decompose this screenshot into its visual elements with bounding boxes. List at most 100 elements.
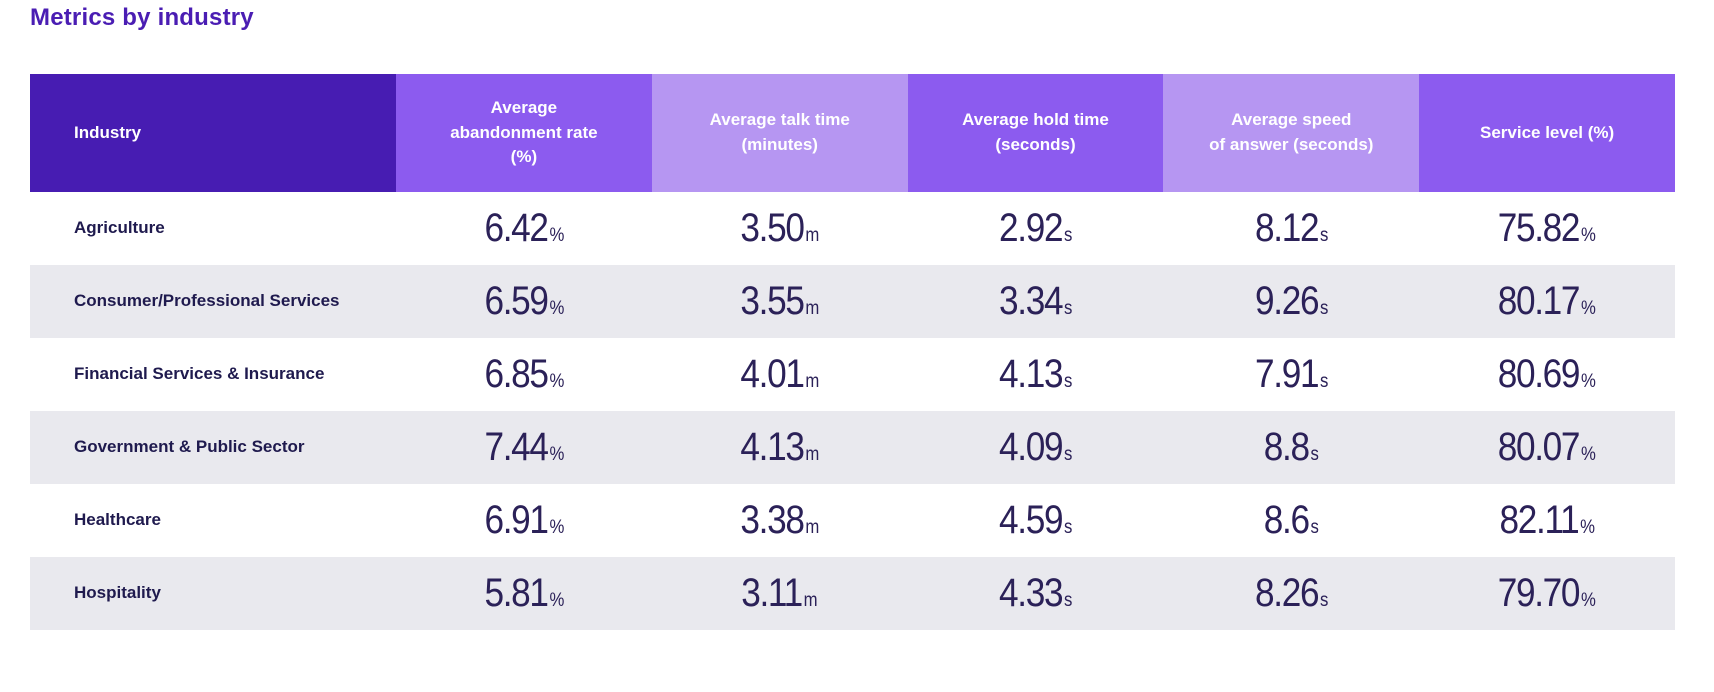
metric-unit: m [805, 371, 820, 392]
column-header-speed-of-answer: Average speed of answer (seconds) [1163, 74, 1420, 192]
column-header-talk-time: Average talk time (minutes) [651, 74, 908, 192]
metric-cell: 4.33s [908, 557, 1164, 630]
column-header-industry: Industry [30, 74, 396, 192]
metric-cell: 2.92s [908, 192, 1164, 265]
metric-value: 3.34 [998, 279, 1064, 323]
metric-unit: % [548, 590, 564, 611]
metric-unit: s [1063, 225, 1073, 246]
metric-unit: s [1063, 517, 1073, 538]
metric-value: 8.26 [1254, 571, 1320, 615]
metric-cell: 80.17% [1419, 265, 1675, 338]
metric-cell: 6.42% [396, 192, 652, 265]
metric-value: 2.92 [998, 206, 1064, 250]
metric-value: 80.69 [1498, 352, 1581, 396]
column-header-hold-time: Average hold time (seconds) [907, 74, 1164, 192]
metric-cell: 4.13m [652, 411, 908, 484]
metric-value: 7.91 [1254, 352, 1320, 396]
metric-cell: 7.44% [396, 411, 652, 484]
metric-unit: % [548, 444, 564, 465]
industry-cell: Consumer/Professional Services [74, 291, 340, 311]
metric-unit: s [1319, 371, 1328, 392]
table-row: Hospitality 5.81% 3.11m 4.33s 8.26s 79.7… [30, 557, 1675, 630]
metric-value: 6.42 [483, 206, 549, 250]
metric-value: 75.82 [1498, 206, 1581, 250]
metric-cell: 3.55m [652, 265, 908, 338]
metric-unit: s [1310, 517, 1319, 538]
metric-unit: m [805, 517, 820, 538]
metric-value: 8.12 [1254, 206, 1320, 250]
metric-cell: 8.6s [1163, 484, 1419, 557]
metric-value: 4.33 [998, 571, 1064, 615]
metric-cell: 6.59% [396, 265, 652, 338]
industry-cell: Financial Services & Insurance [74, 364, 325, 384]
metric-value: 4.01 [740, 352, 805, 396]
metric-unit: % [1581, 371, 1597, 392]
metric-unit: s [1319, 298, 1328, 319]
metric-unit: % [1581, 444, 1597, 465]
metric-cell: 7.91s [1163, 338, 1419, 411]
metric-value: 6.91 [483, 498, 549, 542]
metric-value: 80.17 [1498, 279, 1581, 323]
industry-cell: Government & Public Sector [74, 437, 305, 457]
metric-cell: 9.26s [1163, 265, 1419, 338]
metric-cell: 79.70% [1419, 557, 1675, 630]
metric-value: 3.38 [740, 498, 805, 542]
report-section: Metrics by industry Industry Average aba… [30, 4, 1675, 630]
metric-value: 8.6 [1263, 498, 1310, 542]
metric-unit: % [548, 371, 564, 392]
metric-value: 4.13 [740, 425, 805, 469]
industry-cell: Hospitality [74, 583, 161, 603]
metric-value: 79.70 [1498, 571, 1581, 615]
metric-cell: 8.8s [1163, 411, 1419, 484]
metric-value: 6.59 [483, 279, 549, 323]
table-row: Financial Services & Insurance 6.85% 4.0… [30, 338, 1675, 411]
metric-unit: % [548, 298, 564, 319]
table-row: Agriculture 6.42% 3.50m 2.92s 8.12s 75.8… [30, 192, 1675, 265]
metric-value: 3.55 [740, 279, 805, 323]
metric-value: 4.09 [998, 425, 1064, 469]
metric-cell: 4.13s [908, 338, 1164, 411]
metric-value: 9.26 [1254, 279, 1320, 323]
metric-value: 8.8 [1263, 425, 1310, 469]
metric-cell: 6.85% [396, 338, 652, 411]
metric-unit: % [1581, 590, 1597, 611]
metric-unit: m [805, 444, 820, 465]
metric-unit: s [1310, 444, 1319, 465]
metric-cell: 80.69% [1419, 338, 1675, 411]
table-row: Healthcare 6.91% 3.38m 4.59s 8.6s 82.11% [30, 484, 1675, 557]
metric-value: 5.81 [483, 571, 549, 615]
metric-unit: s [1319, 590, 1328, 611]
metric-cell: 8.26s [1163, 557, 1419, 630]
metric-value: 6.85 [483, 352, 549, 396]
metric-value: 4.13 [998, 352, 1064, 396]
metric-unit: % [1579, 517, 1595, 538]
metric-value: 3.11 [741, 571, 804, 615]
metric-unit: % [1581, 298, 1597, 319]
metric-cell: 3.11m [652, 557, 908, 630]
metrics-table: Industry Average abandonment rate (%) Av… [30, 74, 1675, 630]
metric-cell: 75.82% [1419, 192, 1675, 265]
metric-cell: 8.12s [1163, 192, 1419, 265]
metric-cell: 3.34s [908, 265, 1164, 338]
metric-value: 4.59 [998, 498, 1064, 542]
metric-unit: % [548, 225, 564, 246]
column-header-abandonment-rate: Average abandonment rate (%) [396, 74, 652, 192]
table-row: Government & Public Sector 7.44% 4.13m 4… [30, 411, 1675, 484]
metric-cell: 6.91% [396, 484, 652, 557]
metric-value: 82.11 [1499, 498, 1579, 542]
metric-unit: s [1319, 225, 1328, 246]
metric-unit: m [805, 298, 820, 319]
metric-cell: 3.50m [652, 192, 908, 265]
metric-unit: s [1063, 444, 1073, 465]
metric-unit: s [1063, 590, 1073, 611]
metric-cell: 4.01m [652, 338, 908, 411]
metric-value: 7.44 [483, 425, 549, 469]
page-title: Metrics by industry [30, 4, 254, 31]
metric-cell: 80.07% [1419, 411, 1675, 484]
metric-cell: 4.59s [908, 484, 1164, 557]
industry-cell: Healthcare [74, 510, 161, 530]
table-row: Consumer/Professional Services 6.59% 3.5… [30, 265, 1675, 338]
column-header-service-level: Service level (%) [1419, 74, 1675, 192]
industry-cell: Agriculture [74, 218, 165, 238]
metric-unit: % [548, 517, 564, 538]
